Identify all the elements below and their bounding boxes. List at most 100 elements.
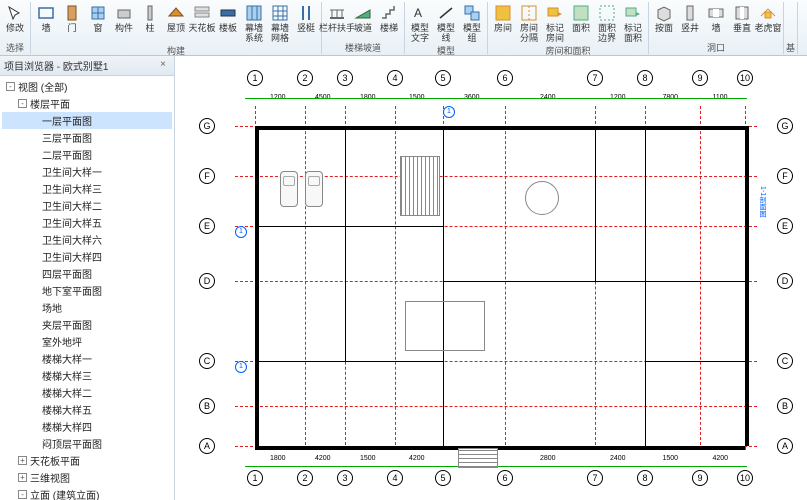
tree-item[interactable]: 室外地坪 <box>2 333 172 350</box>
tree-item[interactable]: 卫生间大样六 <box>2 231 172 248</box>
grid-bubble: D <box>199 273 215 289</box>
column-icon <box>140 3 160 23</box>
tree-item[interactable]: 楼梯大样三 <box>2 367 172 384</box>
grid-bubble: 5 <box>435 470 451 486</box>
project-tree[interactable]: -视图 (全部)-楼层平面一层平面图三层平面图二层平面图卫生间大样一卫生间大样三… <box>0 76 174 500</box>
modify-icon <box>5 3 25 23</box>
room-button[interactable]: 房间 <box>490 2 516 44</box>
close-icon[interactable]: × <box>156 59 170 73</box>
grid-bubble: 7 <box>587 70 603 86</box>
tree-item[interactable]: 二层平面图 <box>2 146 172 163</box>
tree-item[interactable]: 楼梯大样一 <box>2 350 172 367</box>
tree-item[interactable]: 四层平面图 <box>2 265 172 282</box>
area-bound-button[interactable]: 面积边界 <box>594 2 620 44</box>
tree-item-label: 楼梯大样三 <box>42 368 92 383</box>
grid-bubble: 1 <box>247 70 263 86</box>
window-button[interactable]: 窗 <box>85 2 111 44</box>
tag-area-button[interactable]: 标记面积 <box>620 2 646 44</box>
tree-toggle-icon[interactable]: - <box>18 99 27 108</box>
tree-item[interactable]: 三层平面图 <box>2 129 172 146</box>
grid-bubble: A <box>199 438 215 454</box>
ribbon-group: 基 <box>784 2 798 54</box>
door-button[interactable]: 门 <box>59 2 85 44</box>
ribbon-label: 修改 <box>6 23 24 33</box>
tree-item[interactable]: -楼层平面 <box>2 95 172 112</box>
section-note: 1-1剖面图 <box>757 186 767 217</box>
wall-open-button[interactable]: 墙 <box>703 2 729 34</box>
component-button[interactable]: 构件 <box>111 2 137 44</box>
shaft-button[interactable]: 竖井 <box>677 2 703 34</box>
curtain-grid-button[interactable]: 幕墙网格 <box>267 2 293 44</box>
tag-area-icon <box>623 3 643 23</box>
ribbon-label: 屋顶 <box>167 23 185 33</box>
tree-item[interactable]: 楼梯大样五 <box>2 401 172 418</box>
tree-item[interactable]: 卫生间大样五 <box>2 214 172 231</box>
tree-toggle-icon[interactable]: + <box>18 473 27 482</box>
tree-item[interactable]: -视图 (全部) <box>2 78 172 95</box>
ceiling-button[interactable]: 天花板 <box>189 2 215 44</box>
room-sep-icon <box>519 3 539 23</box>
modify-button[interactable]: 修改 <box>2 2 28 34</box>
tag-room-button[interactable]: 标记房间 <box>542 2 568 44</box>
tree-item-label: 卫生间大样五 <box>42 215 102 230</box>
ribbon-label: 模型线 <box>437 23 455 43</box>
grid-bubble: 1 <box>247 470 263 486</box>
ribbon-label: 竖梃 <box>297 23 315 33</box>
column-button[interactable]: 柱 <box>137 2 163 44</box>
mullion-button[interactable]: 竖梃 <box>293 2 319 44</box>
component-icon <box>114 3 134 23</box>
tree-item[interactable]: -立面 (建筑立面) <box>2 486 172 500</box>
tree-toggle-icon[interactable]: - <box>6 82 15 91</box>
tree-item[interactable]: +三维视图 <box>2 469 172 486</box>
grid-bubble: 4 <box>387 470 403 486</box>
tree-item[interactable]: 楼梯大样二 <box>2 384 172 401</box>
wall-button[interactable]: 墙 <box>33 2 59 44</box>
by-face-icon <box>654 3 674 23</box>
grid-bubble: 8 <box>637 470 653 486</box>
vertical-icon <box>732 3 752 23</box>
area-button[interactable]: 面积 <box>568 2 594 44</box>
curtain-sys-button[interactable]: 幕墙系统 <box>241 2 267 44</box>
grid-bubble: 3 <box>337 70 353 86</box>
ribbon-label: 老虎窗 <box>755 23 782 33</box>
model-group-button[interactable]: 模型组 <box>459 2 485 44</box>
door-icon <box>62 3 82 23</box>
ribbon-label: 构件 <box>115 23 133 33</box>
room-sep-button[interactable]: 房间分隔 <box>516 2 542 44</box>
wall-icon <box>36 3 56 23</box>
tree-item[interactable]: 闷顶层平面图 <box>2 435 172 452</box>
tree-item[interactable]: 楼梯大样四 <box>2 418 172 435</box>
by-face-button[interactable]: 按面 <box>651 2 677 34</box>
roof-button[interactable]: 屋顶 <box>163 2 189 44</box>
tree-item[interactable]: 夹层平面图 <box>2 316 172 333</box>
railing-button[interactable]: 栏杆扶手 <box>324 2 350 34</box>
tree-item-label: 卫生间大样三 <box>42 181 102 196</box>
tree-item[interactable]: 卫生间大样二 <box>2 197 172 214</box>
svg-text:A: A <box>414 6 422 20</box>
floor-button[interactable]: 楼板 <box>215 2 241 44</box>
grid-bubble: 6 <box>497 70 513 86</box>
tree-toggle-icon[interactable]: + <box>18 456 27 465</box>
tree-toggle-icon[interactable]: - <box>18 490 27 499</box>
model-line-button[interactable]: 模型线 <box>433 2 459 44</box>
stair-button[interactable]: 楼梯 <box>376 2 402 34</box>
tree-item[interactable]: 地下室平面图 <box>2 282 172 299</box>
tree-item-label: 天花板平面 <box>30 453 80 468</box>
tree-item[interactable]: 卫生间大样三 <box>2 180 172 197</box>
dormer-button[interactable]: 老虎窗 <box>755 2 781 34</box>
grid-bubble: A <box>777 438 793 454</box>
tree-item[interactable]: 卫生间大样四 <box>2 248 172 265</box>
model-text-button[interactable]: A模型文字 <box>407 2 433 44</box>
ribbon-label: 标记房间 <box>546 23 564 43</box>
tree-item[interactable]: 场地 <box>2 299 172 316</box>
drawing-canvas[interactable]: 1122334455667788991010GGFFEEDDCCBBAA1200… <box>175 56 807 500</box>
ribbon-label: 幕墙系统 <box>245 23 263 43</box>
tree-item[interactable]: 卫生间大样一 <box>2 163 172 180</box>
ramp-icon <box>353 3 373 23</box>
vertical-button[interactable]: 垂直 <box>729 2 755 34</box>
tree-item[interactable]: +天花板平面 <box>2 452 172 469</box>
ribbon-group: A模型文字模型线模型组模型 <box>405 2 488 54</box>
grid-bubble: 4 <box>387 70 403 86</box>
ramp-button[interactable]: 坡道 <box>350 2 376 34</box>
tree-item[interactable]: 一层平面图 <box>2 112 172 129</box>
